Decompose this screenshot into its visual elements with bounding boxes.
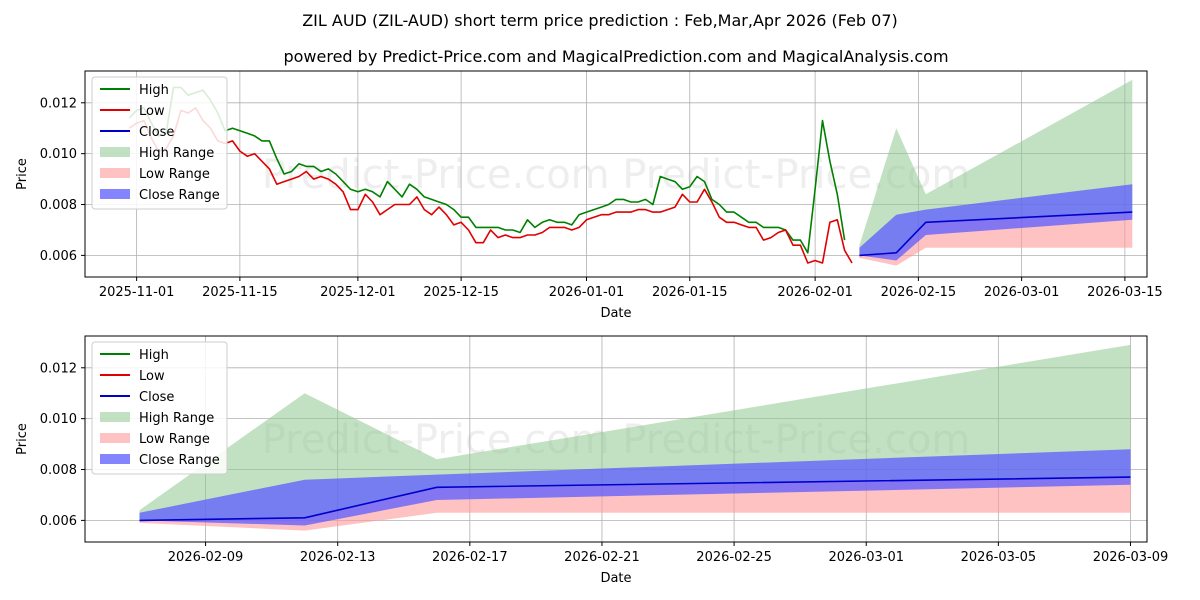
x-tick-label: 2026-01-15 [652,285,728,300]
y-tick-label: 0.006 [40,514,77,529]
y-tick-label: 0.006 [40,249,77,264]
low-legend-label: Low [139,104,165,119]
x-axis-label: Date [600,571,631,586]
close-series-line [139,476,1131,522]
high-legend-label: High [139,83,169,98]
close-range-legend-label: Close Range [139,188,220,203]
high-range-legend-label: High Range [139,146,214,161]
plot-area [128,79,1133,266]
low-legend-label: Low [139,369,165,384]
y-tick-label: 0.010 [40,412,77,427]
watermark-text: Predict-Price.com Predict-Price.com [262,152,971,198]
close-range-legend-swatch [100,454,130,464]
close-series-line [859,211,1133,257]
history-panel: Predict-Price.com Predict-Price.com 2025-… [15,70,1163,321]
x-tick-label: 2025-12-15 [423,285,499,300]
close-range-legend-swatch [100,189,130,199]
x-tick-label: 2025-11-15 [202,285,278,300]
high-legend-label: High [139,348,169,363]
low-range-legend-label: Low Range [139,432,210,447]
low-range-legend-swatch [100,433,130,443]
x-tick-label: 2026-03-09 [1093,550,1169,565]
y-tick-label: 0.012 [40,361,77,376]
forecast-panel: Predict-Price.com Predict-Price.com2026-… [15,335,1169,586]
low-range-legend-label: Low Range [139,167,210,182]
close-legend-label: Close [139,390,174,405]
x-tick-label: 2026-02-25 [696,550,772,565]
low-series-line [128,107,853,264]
y-axis-label: Price [15,423,30,455]
y-tick-label: 0.012 [40,96,77,111]
close-range-band [139,449,1131,526]
low-range-band [139,477,1131,531]
y-tick-label: 0.008 [40,198,77,213]
x-tick-label: 2026-03-05 [961,550,1037,565]
y-tick-label: 0.010 [40,147,77,162]
x-tick-label: 2026-03-01 [828,550,904,565]
x-tick-label: 2026-02-09 [168,550,244,565]
low-range-legend-swatch [100,168,130,178]
x-tick-label: 2026-01-01 [549,285,625,300]
close-range-legend-label: Close Range [139,453,220,468]
x-tick-label: 2026-02-13 [300,550,376,565]
x-tick-label: 2026-03-15 [1087,285,1163,300]
x-tick-label: 2026-02-01 [777,285,853,300]
axes-frame [84,70,1148,278]
high-range-legend-swatch [100,412,130,422]
x-tick-label: 2025-12-01 [320,285,396,300]
y-tick-label: 0.008 [40,463,77,478]
axes-frame [84,335,1148,543]
x-tick-label: 2026-02-21 [564,550,640,565]
high-range-legend-label: High Range [139,411,214,426]
y-axis-label: Price [15,158,30,190]
x-tick-label: 2026-02-17 [432,550,508,565]
x-tick-label: 2026-03-01 [984,285,1060,300]
chart-subtitle: powered by Predict-Price.com and Magical… [283,47,948,66]
high-range-legend-swatch [100,147,130,157]
legend: High Low Close High Range Low Range Close Ran… [91,76,228,210]
legend: High Low Close High Range Low Range Close Ran… [91,341,228,475]
close-range-band [859,184,1133,261]
x-tick-label: 2025-11-01 [99,285,175,300]
close-legend-label: Close [139,125,174,140]
high-series-line [128,86,846,254]
x-tick-label: 2026-02-15 [881,285,957,300]
plot-area [139,344,1131,531]
chart-title: ZIL AUD (ZIL-AUD) short term price predi… [302,11,898,30]
x-axis-label: Date [600,306,631,321]
